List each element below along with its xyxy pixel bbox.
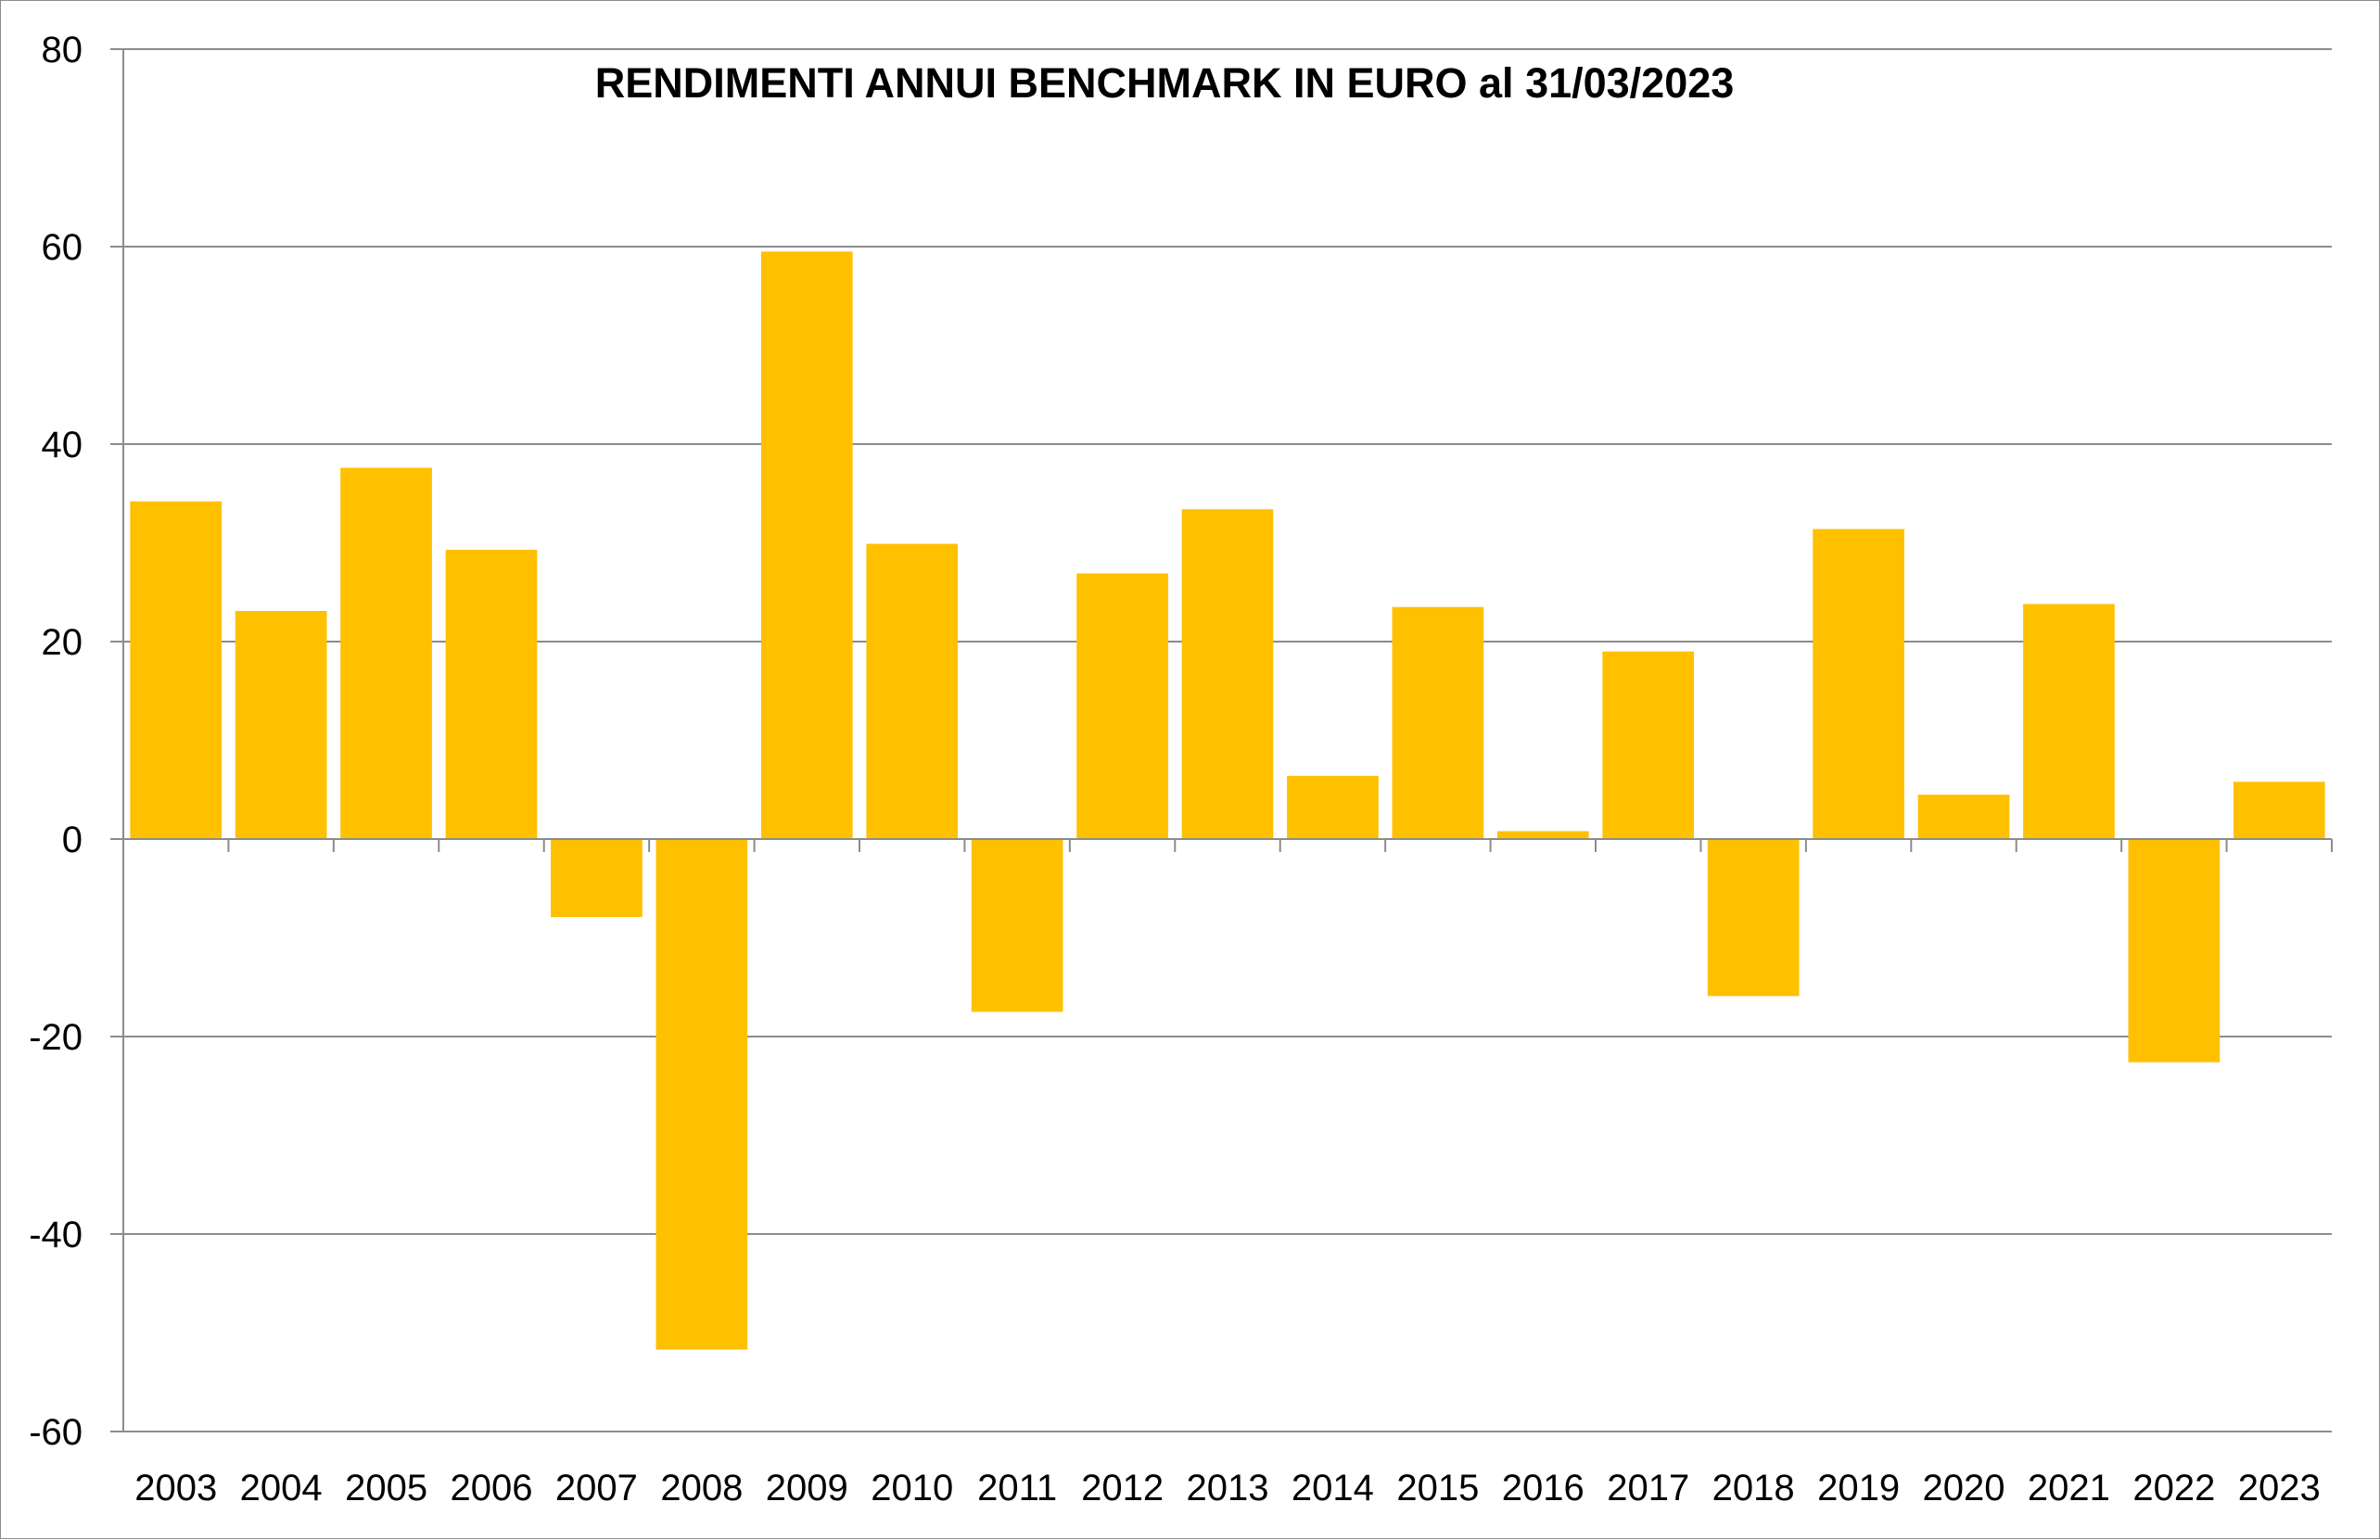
bar-2018 — [1707, 839, 1800, 997]
labels: 80 60 40 20 0 -20 -40 -60 2003 2004 2005 2006 2007 20… — [29, 30, 2321, 1508]
x-tick-label: 2018 — [1712, 1468, 1795, 1508]
bar-2004 — [235, 610, 327, 839]
x-tick-label: 2009 — [766, 1468, 848, 1508]
x-tick-label: 2003 — [134, 1468, 217, 1508]
x-tick-label: 2020 — [1923, 1468, 2005, 1508]
x-tick-label: 2006 — [451, 1468, 533, 1508]
y-tick-label: -20 — [29, 1017, 83, 1058]
bar-2005 — [340, 467, 432, 839]
bar-2013 — [1181, 509, 1274, 839]
bar-2006 — [445, 549, 538, 839]
y-tick-label: 60 — [42, 227, 83, 268]
y-tick-label: -40 — [29, 1215, 83, 1255]
x-tick-label: 2016 — [1502, 1468, 1585, 1508]
y-tick-label: 20 — [42, 622, 83, 663]
bar-2016 — [1496, 831, 1589, 839]
chart-title: RENDIMENTI ANNUI BENCHMARK IN EURO al 31… — [595, 59, 1735, 107]
x-tick-label: 2022 — [2132, 1468, 2215, 1508]
x-tick-label: 2023 — [2238, 1468, 2321, 1508]
bar-2008 — [655, 839, 748, 1350]
axes — [110, 48, 2333, 1432]
bar-2019 — [1813, 528, 1904, 839]
bar-2007 — [551, 839, 643, 918]
x-tick-label: 2021 — [2028, 1468, 2110, 1508]
x-tick-label: 2012 — [1081, 1468, 1164, 1508]
bar-2011 — [971, 839, 1063, 1012]
x-tick-label: 2011 — [977, 1468, 1057, 1508]
x-tick-label: 2004 — [240, 1468, 323, 1508]
bar-2017 — [1602, 651, 1695, 839]
x-tick-label: 2008 — [660, 1468, 743, 1508]
x-tick-label: 2019 — [1817, 1468, 1900, 1508]
bar-2023 — [2233, 782, 2325, 839]
bar-2010 — [866, 543, 959, 839]
x-tick-label: 2015 — [1396, 1468, 1479, 1508]
bar-2014 — [1287, 775, 1379, 839]
bar-2009 — [760, 251, 853, 839]
bar-2012 — [1076, 573, 1168, 839]
bar-2021 — [2023, 604, 2115, 839]
bar-2022 — [2128, 839, 2221, 1063]
bar-2015 — [1392, 606, 1484, 839]
bar-2020 — [1917, 795, 2010, 839]
x-tick-label: 2010 — [871, 1468, 953, 1508]
y-tick-label: 0 — [62, 820, 83, 860]
x-tick-label: 2007 — [555, 1468, 638, 1508]
bar-2003 — [130, 501, 223, 839]
x-tick-label: 2014 — [1292, 1468, 1374, 1508]
x-tick-label: 2017 — [1607, 1468, 1689, 1508]
y-tick-label: 40 — [42, 425, 83, 465]
y-tick-label: -60 — [29, 1412, 83, 1453]
x-tick-label: 2013 — [1187, 1468, 1269, 1508]
y-tick-label: 80 — [42, 30, 83, 70]
x-tick-label: 2005 — [345, 1468, 427, 1508]
bars — [130, 251, 2325, 1350]
